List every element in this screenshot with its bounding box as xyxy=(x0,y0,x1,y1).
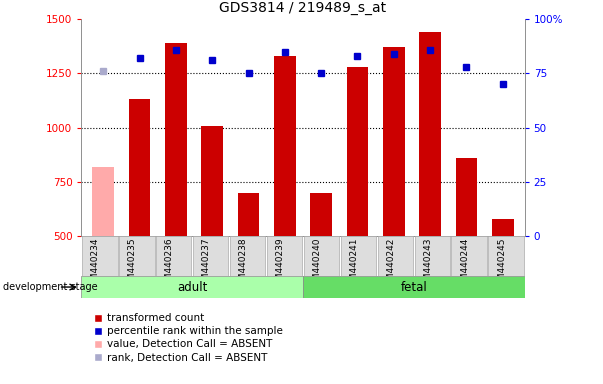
Bar xyxy=(274,56,295,236)
Bar xyxy=(383,47,405,236)
Bar xyxy=(201,126,223,236)
Bar xyxy=(492,219,514,236)
Text: development stage: development stage xyxy=(3,282,98,292)
Text: GSM440234: GSM440234 xyxy=(91,237,100,292)
Bar xyxy=(419,32,441,236)
Bar xyxy=(456,158,478,236)
Text: GSM440235: GSM440235 xyxy=(128,237,137,292)
Bar xyxy=(488,236,524,276)
Text: GSM440243: GSM440243 xyxy=(423,237,432,292)
Text: GSM440239: GSM440239 xyxy=(276,237,285,292)
Bar xyxy=(193,236,229,276)
Bar xyxy=(414,236,450,276)
Bar xyxy=(347,67,368,236)
Bar xyxy=(452,236,487,276)
Text: GSM440238: GSM440238 xyxy=(239,237,248,292)
Text: GSM440237: GSM440237 xyxy=(201,237,210,292)
Text: GSM440236: GSM440236 xyxy=(165,237,174,292)
Legend: transformed count, percentile rank within the sample, value, Detection Call = AB: transformed count, percentile rank withi… xyxy=(90,309,288,367)
Bar xyxy=(230,236,265,276)
Bar xyxy=(82,236,118,276)
Bar xyxy=(311,193,332,236)
Bar xyxy=(156,236,192,276)
Text: GSM440244: GSM440244 xyxy=(460,237,469,292)
Bar xyxy=(81,276,303,298)
Bar xyxy=(377,236,413,276)
Text: GSM440242: GSM440242 xyxy=(387,237,396,292)
Bar xyxy=(119,236,154,276)
Bar xyxy=(238,193,259,236)
Bar xyxy=(341,236,376,276)
Text: GSM440241: GSM440241 xyxy=(349,237,358,292)
Bar xyxy=(92,167,114,236)
Bar xyxy=(267,236,302,276)
Title: GDS3814 / 219489_s_at: GDS3814 / 219489_s_at xyxy=(219,2,387,15)
Bar xyxy=(303,276,525,298)
Text: GSM440245: GSM440245 xyxy=(497,237,506,292)
Bar xyxy=(128,99,150,236)
Text: GSM440240: GSM440240 xyxy=(312,237,321,292)
Bar xyxy=(304,236,339,276)
Bar xyxy=(165,43,187,236)
Text: fetal: fetal xyxy=(400,281,427,293)
Text: adult: adult xyxy=(177,281,207,293)
